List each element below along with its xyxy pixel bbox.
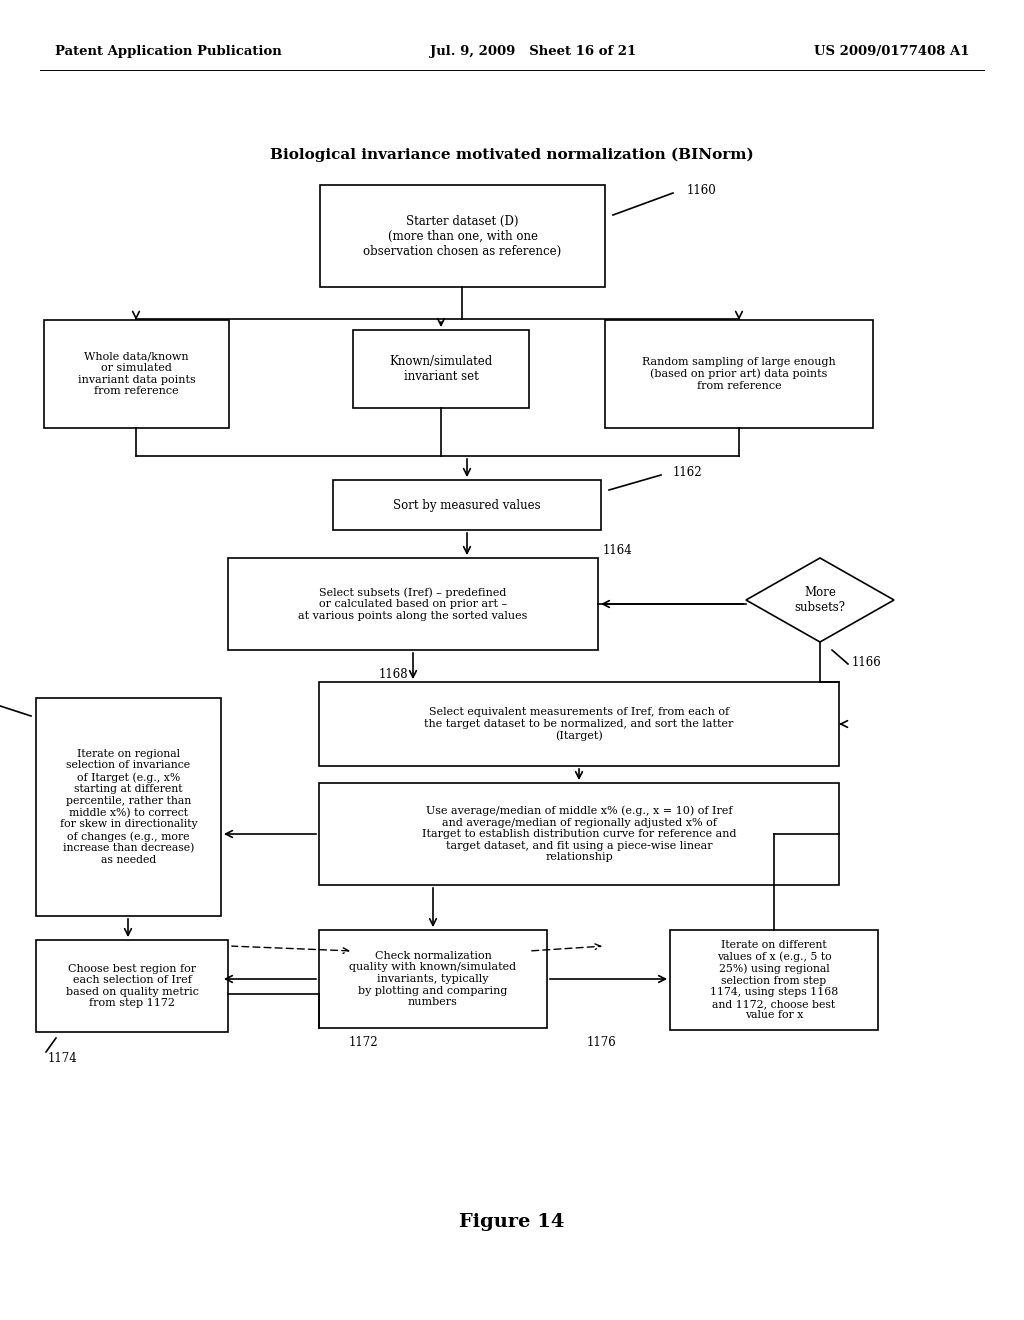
Text: Choose best region for
each selection of Iref
based on quality metric
from step : Choose best region for each selection of… <box>66 964 199 1008</box>
Bar <box>670 931 878 1030</box>
Text: 1168: 1168 <box>379 668 409 681</box>
Bar <box>44 319 229 428</box>
Bar <box>36 940 228 1032</box>
Text: 1160: 1160 <box>687 183 717 197</box>
Text: 1164: 1164 <box>603 544 633 557</box>
Text: Patent Application Publication: Patent Application Publication <box>55 45 282 58</box>
Text: 1174: 1174 <box>48 1052 78 1064</box>
Bar <box>353 330 529 408</box>
Text: Random sampling of large enough
(based on prior art) data points
from reference: Random sampling of large enough (based o… <box>642 358 836 391</box>
Bar <box>228 558 598 649</box>
Text: Known/simulated
invariant set: Known/simulated invariant set <box>389 355 493 383</box>
Text: Sort by measured values: Sort by measured values <box>393 499 541 511</box>
Text: More
subsets?: More subsets? <box>795 586 846 614</box>
Text: Iterate on different
values of x (e.g., 5 to
25%) using regional
selection from : Iterate on different values of x (e.g., … <box>710 940 838 1020</box>
Bar <box>319 931 547 1028</box>
Bar <box>36 698 221 916</box>
Text: Starter dataset (D)
(more than one, with one
observation chosen as reference): Starter dataset (D) (more than one, with… <box>364 214 561 257</box>
Text: Select subsets (Iref) – predefined
or calculated based on prior art –
at various: Select subsets (Iref) – predefined or ca… <box>298 587 527 620</box>
Text: 1166: 1166 <box>852 656 882 668</box>
Bar <box>319 783 839 884</box>
Text: Select equivalent measurements of Iref, from each of
the target dataset to be no: Select equivalent measurements of Iref, … <box>424 708 733 741</box>
Bar <box>605 319 873 428</box>
Text: Iterate on regional
selection of invariance
of Itarget (e.g., x%
starting at dif: Iterate on regional selection of invaria… <box>59 748 198 865</box>
Bar <box>319 185 605 286</box>
Polygon shape <box>746 558 894 642</box>
Text: Biological invariance motivated normalization (BINorm): Biological invariance motivated normaliz… <box>270 148 754 162</box>
Bar <box>333 480 601 531</box>
Bar <box>319 682 839 766</box>
Text: Use average/median of middle x% (e.g., x = 10) of Iref
and average/median of reg: Use average/median of middle x% (e.g., x… <box>422 805 736 862</box>
Text: Jul. 9, 2009   Sheet 16 of 21: Jul. 9, 2009 Sheet 16 of 21 <box>430 45 636 58</box>
Text: Check normalization
quality with known/simulated
invariants, typically
by plotti: Check normalization quality with known/s… <box>349 950 516 1007</box>
Text: Whole data/known
or simulated
invariant data points
from reference: Whole data/known or simulated invariant … <box>78 351 196 396</box>
Text: US 2009/0177408 A1: US 2009/0177408 A1 <box>814 45 970 58</box>
Text: Figure 14: Figure 14 <box>460 1213 564 1232</box>
Text: 1162: 1162 <box>673 466 702 479</box>
Text: 1172: 1172 <box>349 1035 379 1048</box>
Text: 1176: 1176 <box>587 1035 616 1048</box>
